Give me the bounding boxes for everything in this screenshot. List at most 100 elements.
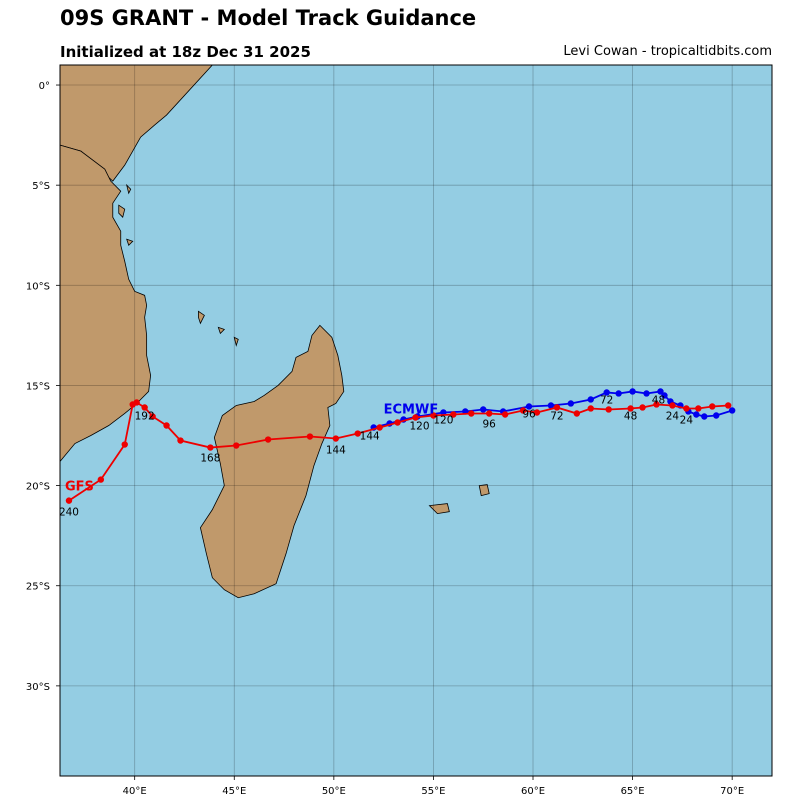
gfs-model-label: GFS bbox=[65, 480, 94, 495]
gfs-track-point bbox=[573, 410, 581, 417]
ecmwf-track-point bbox=[661, 392, 668, 399]
gfs-forecast-hour-label: 48 bbox=[624, 410, 637, 422]
ecmwf-track-point bbox=[629, 388, 636, 395]
x-tick-label: 65°E bbox=[621, 786, 645, 797]
x-tick-label: 40°E bbox=[123, 786, 147, 797]
gfs-track-point bbox=[724, 402, 732, 409]
island-2 bbox=[198, 310, 205, 325]
ecmwf-track-point bbox=[587, 396, 594, 403]
island-3 bbox=[217, 326, 226, 335]
map-title: 09S GRANT - Model Track Guidance bbox=[60, 6, 477, 30]
gfs-track-point bbox=[141, 404, 148, 411]
gfs-track-point bbox=[163, 422, 170, 429]
gfs-forecast-hour-label: 72 bbox=[550, 410, 563, 422]
ecmwf-track-point bbox=[693, 411, 700, 418]
gfs-track-point bbox=[412, 414, 419, 421]
ecmwf-track-point bbox=[615, 390, 622, 397]
gfs-track-point bbox=[430, 412, 437, 419]
tracks-layer bbox=[65, 388, 736, 504]
gfs-track-point bbox=[519, 407, 527, 414]
gfs-track-point bbox=[468, 410, 475, 417]
gfs-track-point bbox=[485, 410, 493, 417]
y-tick-label: 5°S bbox=[32, 181, 50, 192]
ecmwf-track-point bbox=[547, 402, 555, 409]
gfs-track-point bbox=[207, 444, 214, 451]
madagascar bbox=[199, 324, 345, 599]
gfs-track-point bbox=[533, 409, 541, 416]
east-africa-coast bbox=[60, 144, 152, 463]
ecmwf-track-point bbox=[643, 390, 650, 397]
credit-text: Levi Cowan - tropicaltidbits.com bbox=[563, 44, 772, 59]
gfs-track-point bbox=[709, 403, 716, 410]
gfs-track-point bbox=[332, 435, 340, 442]
x-tick-label: 50°E bbox=[322, 786, 346, 797]
ecmwf-forecast-hour-label: 48 bbox=[652, 394, 665, 406]
x-tick-label: 45°E bbox=[222, 786, 246, 797]
ecmwf-track-point bbox=[728, 407, 736, 414]
east-africa-coast-north bbox=[60, 65, 213, 182]
gfs-track-point bbox=[65, 497, 73, 504]
y-tick-label: 30°S bbox=[26, 682, 50, 693]
ecmwf-forecast-hour-label: 96 bbox=[522, 408, 536, 420]
init-time-subtitle: Initialized at 18z Dec 31 2025 bbox=[60, 43, 311, 61]
gfs-track-point bbox=[97, 476, 105, 483]
ecmwf-model-label: ECMWF bbox=[384, 402, 439, 417]
gfs-track-point bbox=[306, 433, 314, 440]
ecmwf-track-point bbox=[701, 413, 708, 420]
y-tick-label: 20°S bbox=[26, 482, 50, 493]
gfs-track-point bbox=[683, 405, 690, 412]
ecmwf-forecast-hour-label: 72 bbox=[600, 394, 613, 406]
gfs-track-point bbox=[354, 430, 361, 437]
ecmwf-forecast-hour-label: 144 bbox=[360, 431, 380, 443]
x-tick-label: 60°E bbox=[521, 786, 545, 797]
gfs-track-point bbox=[394, 419, 401, 426]
gfs-track-point bbox=[669, 402, 676, 409]
ecmwf-track-point bbox=[713, 412, 720, 419]
y-tick-label: 0° bbox=[39, 81, 50, 92]
ecmwf-track-point bbox=[603, 389, 610, 396]
gfs-forecast-hour-label: 168 bbox=[200, 453, 220, 465]
island-4 bbox=[125, 183, 132, 195]
island-1 bbox=[478, 484, 490, 497]
ecmwf-track-point bbox=[567, 400, 575, 407]
gridlines bbox=[60, 65, 772, 776]
x-tick-label: 55°E bbox=[421, 786, 445, 797]
land-layer bbox=[60, 65, 490, 599]
ecmwf-track-point bbox=[480, 406, 487, 413]
gfs-track-point bbox=[233, 442, 240, 449]
map-frame bbox=[59, 64, 773, 777]
y-tick-label: 25°S bbox=[26, 582, 50, 593]
island-7 bbox=[233, 336, 239, 347]
island-6 bbox=[126, 238, 134, 246]
gfs-track-point bbox=[264, 436, 272, 443]
ecmwf-track-point bbox=[657, 388, 664, 395]
gfs-forecast-hour-label: 192 bbox=[135, 410, 155, 422]
gfs-track-point bbox=[553, 404, 561, 411]
ecmwf-forecast-hour-label: 120 bbox=[433, 415, 453, 427]
gfs-forecast-hour-label: 240 bbox=[59, 507, 79, 519]
gfs-forecast-hour-label: 144 bbox=[326, 445, 346, 457]
gfs-track-point bbox=[149, 413, 156, 420]
gfs-track-point bbox=[639, 404, 646, 411]
ecmwf-forecast-hour-label: 24 bbox=[680, 415, 694, 427]
gfs-forecast-hour-label: 24 bbox=[666, 410, 680, 422]
gfs-track-point bbox=[129, 401, 136, 408]
gfs-forecast-hour-label: 120 bbox=[409, 421, 429, 433]
gfs-track-point bbox=[501, 411, 509, 418]
x-tick-label: 70°E bbox=[720, 786, 744, 797]
y-tick-label: 15°S bbox=[26, 381, 50, 392]
gfs-track-point bbox=[627, 405, 634, 412]
gfs-track-point bbox=[695, 405, 702, 412]
ecmwf-track-point bbox=[525, 403, 533, 410]
island-0 bbox=[428, 503, 450, 515]
gfs-track-point bbox=[177, 437, 184, 444]
axis-ticks: 40°E 45°E 50°E 55°E 60°E 65°E 70°E 0° 5°S 10°S 15°… bbox=[26, 81, 744, 797]
island-5 bbox=[118, 204, 126, 218]
gfs-forecast-hour-label: 96 bbox=[483, 419, 497, 431]
gfs-track-point bbox=[605, 406, 612, 413]
gfs-track-point bbox=[653, 401, 660, 408]
gfs-track-point bbox=[376, 424, 383, 431]
gfs-track-point bbox=[587, 405, 594, 412]
